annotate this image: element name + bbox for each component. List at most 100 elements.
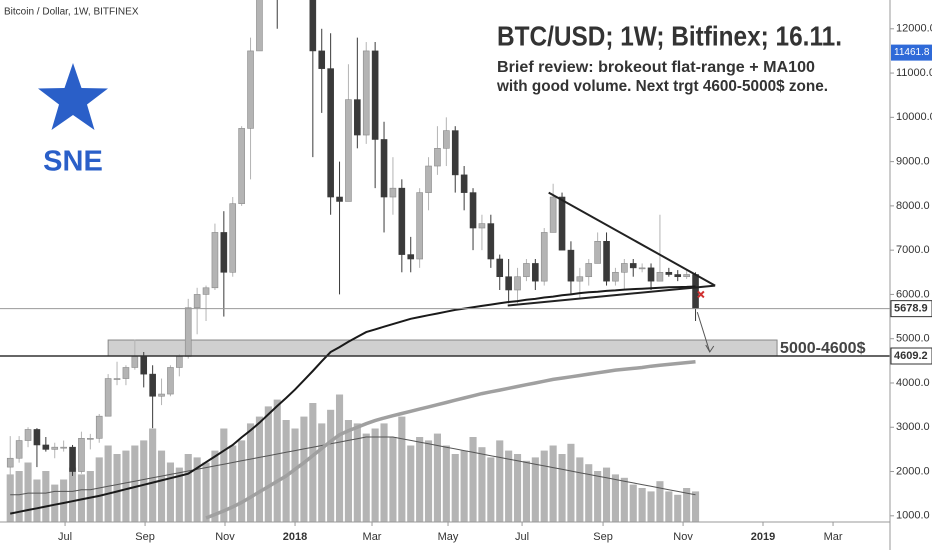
volume-bar: [629, 484, 637, 522]
volume-bar: [433, 433, 441, 522]
y-tick-label: 4000.0: [896, 377, 930, 389]
y-tick-label: 12000.0: [896, 23, 932, 35]
candle-body: [318, 50, 326, 69]
volume-bar: [291, 428, 299, 522]
candle-body: [131, 356, 139, 368]
x-tick-label: Sep: [593, 531, 613, 543]
candle-body: [540, 232, 548, 282]
candle-body: [256, 0, 263, 52]
candle-body: [612, 271, 619, 282]
candle-body: [487, 223, 495, 260]
y-tick-label: 8000.0: [896, 200, 930, 212]
subtitle-line: Brief review: brokeout flat-range + MA10…: [497, 59, 815, 76]
candle-body: [469, 192, 477, 229]
volume-bar: [309, 403, 317, 522]
trend-line: [507, 284, 716, 307]
volume-bar: [282, 420, 290, 522]
level-badge-label: 4609.2: [894, 350, 928, 362]
candle-body: [692, 274, 699, 309]
volume-bar: [113, 454, 121, 522]
volume-bar: [255, 416, 263, 522]
x-tick-label: Mar: [363, 531, 382, 543]
price-badge-label: 11461.8: [894, 47, 930, 58]
candle-body: [220, 232, 228, 273]
volume-bar: [647, 491, 655, 522]
volume-bar: [478, 447, 486, 522]
candle-body: [398, 187, 406, 255]
volume-bar: [665, 491, 673, 522]
candle-body: [42, 444, 50, 450]
candle-body: [523, 263, 530, 278]
x-tick-label: Nov: [215, 531, 235, 543]
candle-body: [683, 274, 690, 278]
volume-bar: [442, 445, 450, 522]
volume-bar: [424, 440, 433, 522]
y-tick-label: 6000.0: [896, 288, 930, 300]
candle-body: [345, 99, 352, 202]
candle-body: [362, 50, 370, 136]
level-badge: [890, 347, 932, 365]
candle-body: [33, 429, 41, 446]
x-tick-label: 2018: [283, 531, 307, 543]
candle-body: [549, 196, 557, 233]
volume-bar: [300, 416, 308, 522]
volume-bar: [549, 445, 557, 522]
x-tick-label: Mar: [824, 531, 843, 543]
candle-body: [87, 438, 94, 440]
arrow-head: [705, 344, 715, 353]
candle-body: [380, 139, 388, 198]
volume-bar: [220, 428, 228, 522]
zone-label: 5000-4600$: [780, 340, 866, 357]
volume-bar: [380, 423, 388, 522]
volume-bar: [211, 450, 219, 522]
candle-body: [60, 446, 67, 449]
candle-body: [193, 294, 201, 309]
candle-body: [113, 378, 121, 380]
arrow-shaft: [696, 311, 711, 353]
volume-bar: [407, 445, 415, 522]
volume-bar: [184, 454, 192, 522]
candle-body: [336, 196, 343, 202]
volume-bar: [60, 479, 68, 522]
candle-body: [629, 263, 637, 269]
volume-bar: [505, 450, 513, 522]
y-tick-label: 7000.0: [896, 244, 930, 256]
volume-bar: [327, 409, 335, 522]
volume-bar: [273, 399, 281, 522]
candle-body: [104, 378, 112, 417]
ma200-line: [205, 359, 696, 520]
candle-body: [24, 429, 32, 441]
volume-bar: [567, 443, 575, 522]
volume-bar: [95, 457, 103, 522]
target-zone: [107, 339, 778, 357]
symbol-label: Bitcoin / Dollar, 1W, BITFINEX: [4, 7, 139, 18]
volume-bar: [683, 488, 691, 522]
candle-body: [167, 367, 174, 395]
y-tick-label: 2000.0: [896, 465, 930, 477]
candle-body: [140, 356, 148, 375]
candle-body: [122, 367, 130, 379]
volume-bar: [496, 440, 504, 522]
volume-bar: [149, 428, 157, 522]
volume-bar: [362, 433, 370, 522]
volume-bar: [451, 454, 459, 522]
volume-bar: [594, 471, 602, 522]
level-badge: [890, 300, 932, 318]
x-tick-label: Jul: [515, 531, 529, 543]
candle-body: [247, 50, 254, 129]
volume-bar: [264, 406, 272, 522]
volume-bar: [416, 437, 424, 522]
x-tick-label: Jul: [58, 531, 72, 543]
subtitle-line: with good volume. Next trgt 4600-5000$ z…: [496, 78, 828, 95]
volume-bar: [86, 471, 94, 522]
candle-body: [6, 457, 14, 468]
ma100-line: [10, 285, 696, 515]
volume-bar: [140, 440, 148, 522]
candle-body: [95, 415, 103, 439]
volume-bar: [51, 484, 59, 522]
volume-bar: [691, 491, 700, 522]
candle-body: [425, 165, 432, 193]
candle-body: [184, 307, 192, 357]
